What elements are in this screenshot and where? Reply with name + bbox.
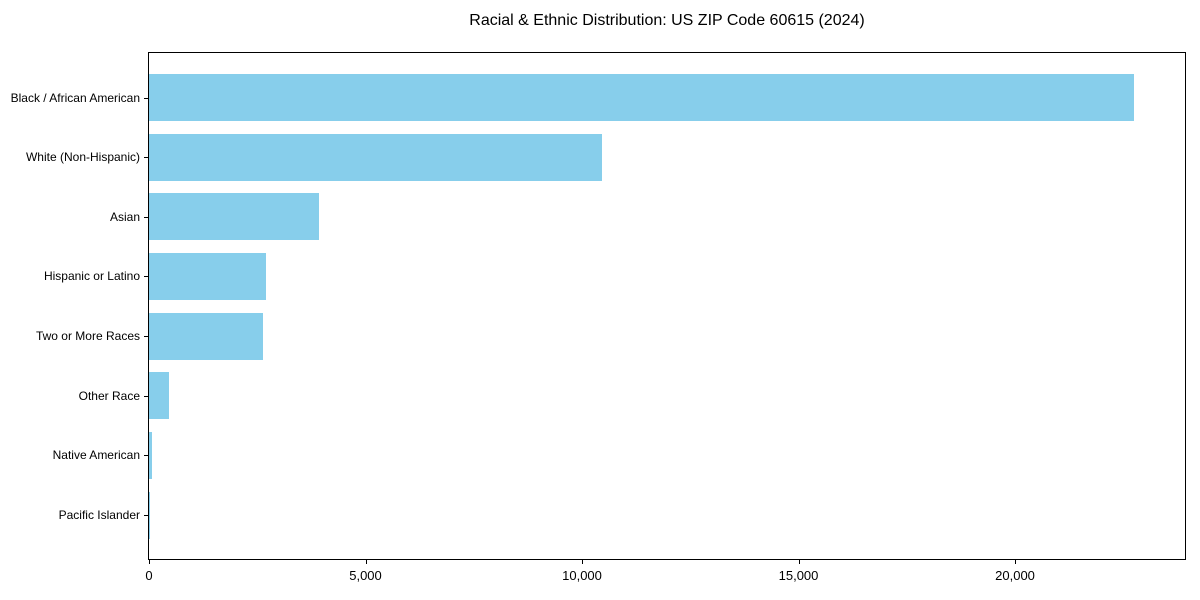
x-tick-mark <box>149 560 150 564</box>
y-tick-label: Native American <box>52 448 140 463</box>
x-tick-label: 20,000 <box>995 568 1035 583</box>
chart-title: Racial & Ethnic Distribution: US ZIP Cod… <box>469 12 865 29</box>
x-tick-label: 0 <box>145 568 153 583</box>
y-tick-label: Black / African American <box>10 90 140 105</box>
y-tick-mark <box>144 97 148 99</box>
bar <box>149 193 319 241</box>
y-tick-label: White (Non-Hispanic) <box>25 150 140 165</box>
y-tick-label: Other Race <box>78 388 140 403</box>
y-axis-ticks <box>144 52 148 560</box>
bar <box>149 312 263 360</box>
bar <box>149 491 150 539</box>
y-tick-mark <box>144 336 148 338</box>
x-tick-mark <box>1015 560 1017 564</box>
bar <box>149 252 266 300</box>
bar <box>149 133 602 181</box>
x-axis: 0 5,000 10,000 15,000 20,000 <box>145 560 1185 600</box>
y-tick-mark <box>144 515 148 517</box>
plot-area <box>148 52 1186 560</box>
x-tick-label: 10,000 <box>562 568 602 583</box>
bar <box>149 372 170 420</box>
x-tick-mark <box>365 560 367 564</box>
x-tick-label: 15,000 <box>778 568 819 583</box>
x-tick-label: 5,000 <box>349 568 382 583</box>
x-tick-mark <box>582 560 584 564</box>
bar <box>149 431 152 479</box>
y-tick-label: Hispanic or Latino <box>43 269 140 284</box>
y-tick-label: Two or More Races <box>35 329 140 344</box>
y-tick-mark <box>144 157 148 159</box>
y-tick-mark <box>144 216 148 218</box>
y-tick-mark <box>144 455 148 457</box>
y-tick-label: Pacific Islander <box>58 508 140 523</box>
x-tick-mark <box>798 560 800 564</box>
y-axis-labels: Black / African American White (Non-Hispa… <box>0 52 142 560</box>
y-tick-label: Asian <box>109 209 140 224</box>
y-tick-mark <box>144 395 148 397</box>
bar <box>149 74 1135 121</box>
y-tick-mark <box>144 276 148 278</box>
